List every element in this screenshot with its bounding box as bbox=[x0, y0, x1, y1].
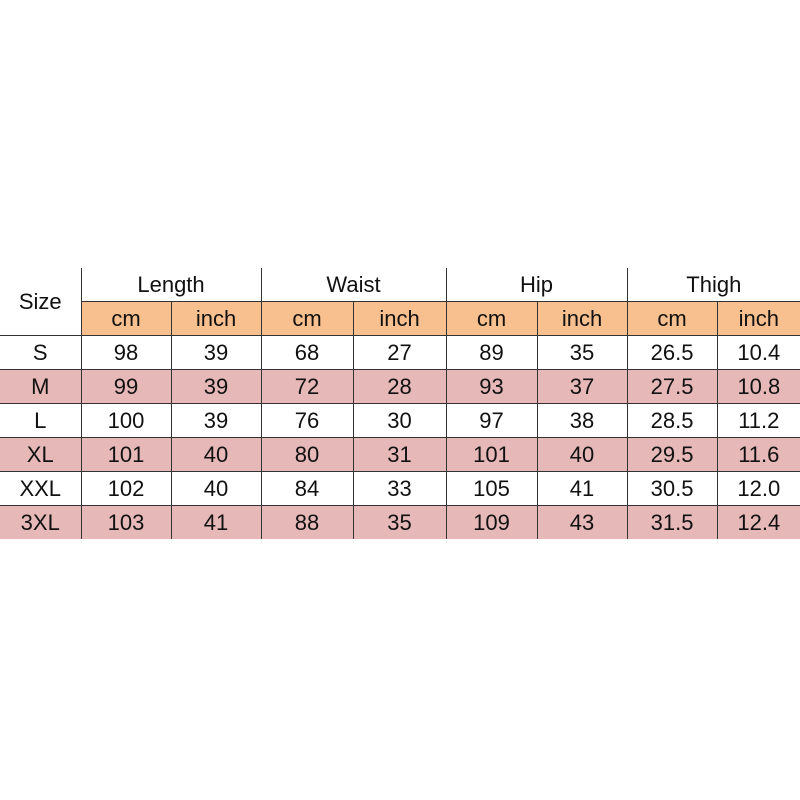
measurement-cell: 30.5 bbox=[626, 471, 718, 506]
hip-header: Hip bbox=[445, 268, 628, 302]
measurement-cell: 27 bbox=[352, 335, 447, 370]
size-header: Size bbox=[0, 268, 82, 336]
measurement-cell: 109 bbox=[445, 505, 538, 539]
measurement-cell: 105 bbox=[445, 471, 538, 506]
measurement-cell: 28.5 bbox=[626, 403, 718, 438]
measurement-cell: 84 bbox=[260, 471, 354, 506]
measurement-cell: 102 bbox=[80, 471, 172, 506]
size-cell: XL bbox=[0, 437, 82, 472]
measurement-cell: 98 bbox=[80, 335, 172, 370]
size-cell: XXL bbox=[0, 471, 82, 506]
measurement-cell: 29.5 bbox=[626, 437, 718, 472]
measurement-cell: 28 bbox=[352, 369, 447, 404]
waist-header: Waist bbox=[260, 268, 447, 302]
measurement-cell: 72 bbox=[260, 369, 354, 404]
measurement-cell: 11.2 bbox=[716, 403, 800, 438]
unit-header-cm: cm bbox=[445, 301, 538, 336]
measurement-cell: 39 bbox=[170, 335, 262, 370]
measurement-cell: 33 bbox=[352, 471, 447, 506]
size-cell: S bbox=[0, 335, 82, 370]
table-row: L 100 39 76 30 97 38 28.5 11.2 bbox=[0, 403, 800, 438]
size-chart-table: Size Length Waist Hip Thigh cm inch cm inch… bbox=[0, 268, 800, 539]
measurement-cell: 100 bbox=[80, 403, 172, 438]
unit-header-row: cm inch cm inch cm inch cm inch bbox=[0, 301, 800, 336]
size-cell: L bbox=[0, 403, 82, 438]
unit-header-cm: cm bbox=[626, 301, 718, 336]
unit-header-cm: cm bbox=[81, 301, 172, 336]
unit-header-inch: inch bbox=[170, 301, 262, 336]
measurement-cell: 80 bbox=[260, 437, 354, 472]
measurement-cell: 11.6 bbox=[716, 437, 800, 472]
measurement-cell: 41 bbox=[536, 471, 628, 506]
measurement-cell: 40 bbox=[170, 471, 262, 506]
measurement-cell: 35 bbox=[536, 335, 628, 370]
measurement-cell: 101 bbox=[445, 437, 538, 472]
measurement-cell: 99 bbox=[80, 369, 172, 404]
table-row: S 98 39 68 27 89 35 26.5 10.4 bbox=[0, 335, 800, 370]
measurement-cell: 38 bbox=[536, 403, 628, 438]
measurement-cell: 10.4 bbox=[716, 335, 800, 370]
measurement-cell: 76 bbox=[260, 403, 354, 438]
unit-header-inch: inch bbox=[352, 301, 447, 336]
measurement-cell: 103 bbox=[80, 505, 172, 539]
table-row: M 99 39 72 28 93 37 27.5 10.8 bbox=[0, 369, 800, 404]
measurement-cell: 12.0 bbox=[716, 471, 800, 506]
measurement-cell: 31.5 bbox=[626, 505, 718, 539]
measurement-cell: 89 bbox=[445, 335, 538, 370]
measurement-cell: 68 bbox=[260, 335, 354, 370]
table-row: 3XL 103 41 88 35 109 43 31.5 12.4 bbox=[0, 505, 800, 539]
measurement-cell: 101 bbox=[80, 437, 172, 472]
unit-header-inch: inch bbox=[716, 301, 800, 336]
measurement-cell: 43 bbox=[536, 505, 628, 539]
thigh-header: Thigh bbox=[626, 268, 800, 302]
measurement-cell: 93 bbox=[445, 369, 538, 404]
table-row: XXL 102 40 84 33 105 41 30.5 12.0 bbox=[0, 471, 800, 506]
size-cell: 3XL bbox=[0, 505, 82, 539]
length-header: Length bbox=[80, 268, 262, 302]
measurement-cell: 40 bbox=[536, 437, 628, 472]
unit-header-cm: cm bbox=[260, 301, 354, 336]
unit-header-inch: inch bbox=[536, 301, 628, 336]
measurement-cell: 37 bbox=[536, 369, 628, 404]
measurement-cell: 88 bbox=[260, 505, 354, 539]
measurement-cell: 31 bbox=[352, 437, 447, 472]
measurement-cell: 41 bbox=[170, 505, 262, 539]
measurement-cell: 39 bbox=[170, 403, 262, 438]
measurement-cell: 27.5 bbox=[626, 369, 718, 404]
measurement-cell: 30 bbox=[352, 403, 447, 438]
measurement-cell: 40 bbox=[170, 437, 262, 472]
size-cell: M bbox=[0, 369, 82, 404]
measurement-cell: 97 bbox=[445, 403, 538, 438]
table-row: XL 101 40 80 31 101 40 29.5 11.6 bbox=[0, 437, 800, 472]
measurement-cell: 10.8 bbox=[716, 369, 800, 404]
measurement-cell: 12.4 bbox=[716, 505, 800, 539]
measurement-cell: 39 bbox=[170, 369, 262, 404]
measurement-cell: 26.5 bbox=[626, 335, 718, 370]
measurement-cell: 35 bbox=[352, 505, 447, 539]
